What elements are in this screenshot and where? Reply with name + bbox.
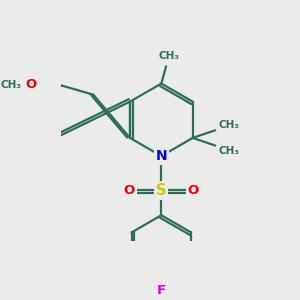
Text: F: F — [157, 284, 166, 297]
Text: CH₃: CH₃ — [1, 80, 22, 90]
Text: O: O — [124, 184, 135, 197]
Text: O: O — [26, 78, 37, 91]
Text: CH₃: CH₃ — [219, 146, 240, 156]
Text: N: N — [155, 149, 167, 163]
Text: CH₃: CH₃ — [158, 51, 179, 62]
Text: CH₃: CH₃ — [219, 120, 240, 130]
Text: O: O — [188, 184, 199, 197]
Text: S: S — [156, 183, 166, 198]
